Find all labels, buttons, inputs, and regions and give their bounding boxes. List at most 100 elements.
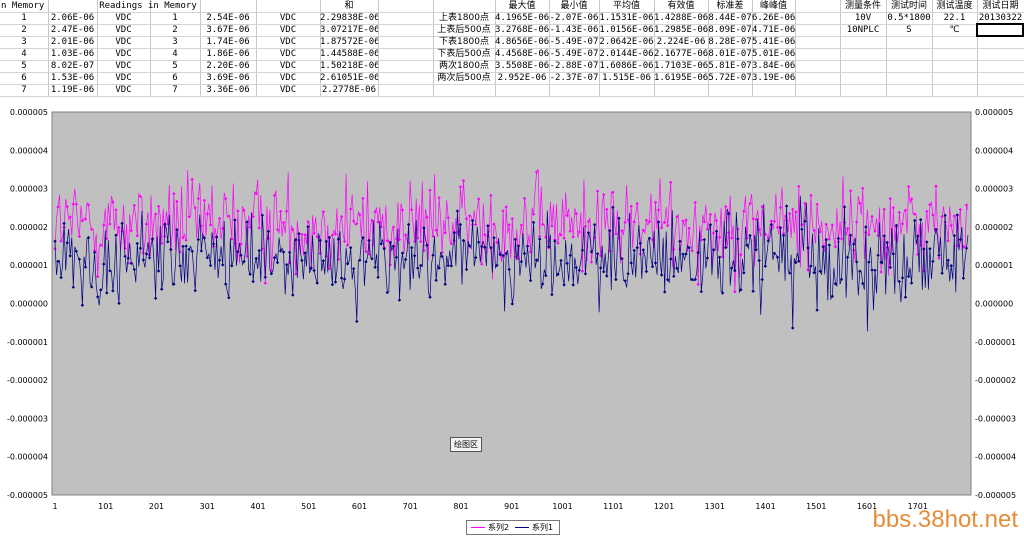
table-cell[interactable]: VDC xyxy=(279,73,297,83)
stat-cell[interactable]: 1.6195E-06 xyxy=(654,73,708,83)
stat-cell[interactable]: 两次后500点 xyxy=(437,73,491,83)
stat-cell[interactable]: 1.0156E-06 xyxy=(599,25,654,35)
stat-header-cell[interactable]: 有效值 xyxy=(667,1,695,11)
stat-cell[interactable]: 1.2985E-06 xyxy=(654,25,708,35)
stat-cell[interactable]: -1.43E-06 xyxy=(549,25,599,35)
table-cell[interactable]: VDC xyxy=(115,61,132,71)
stat-cell[interactable]: 上表后500点 xyxy=(437,25,491,35)
cond-header-cell[interactable]: 测试温度 xyxy=(936,1,973,11)
stat-cell[interactable]: -2.88E-07 xyxy=(549,61,599,71)
stat-cell[interactable]: -2.07E-06 xyxy=(549,13,599,23)
stat-cell[interactable]: 3.19E-06 xyxy=(752,73,795,83)
stat-cell[interactable]: 下表后500点 xyxy=(437,49,491,59)
stat-cell[interactable]: 上表1800点 xyxy=(439,13,489,23)
stat-cell[interactable]: 3.5508E-06 xyxy=(495,61,549,71)
table-cell[interactable]: 3 xyxy=(172,37,178,47)
header-cell[interactable]: n Memory xyxy=(1,1,45,11)
table-cell[interactable]: 4 xyxy=(21,49,27,59)
header-cell[interactable]: Readings in Memory xyxy=(99,1,197,11)
cond-header-cell[interactable]: 测量条件 xyxy=(844,1,881,11)
stat-cell[interactable]: 4.71E-06 xyxy=(752,25,795,35)
table-cell[interactable]: 2.29838E-06 xyxy=(320,13,378,23)
table-cell[interactable]: VDC xyxy=(115,49,132,59)
table-cell[interactable]: 1.03E-06 xyxy=(50,49,95,59)
stat-cell[interactable]: 2.0642E-06 xyxy=(599,37,654,47)
table-cell[interactable]: 4 xyxy=(172,49,178,59)
table-cell[interactable]: VDC xyxy=(279,13,297,23)
table-cell[interactable]: 3.69E-06 xyxy=(206,73,250,83)
table-cell[interactable]: VDC xyxy=(279,25,297,35)
table-cell[interactable]: 1.86E-06 xyxy=(206,49,250,59)
table-cell[interactable]: 1 xyxy=(172,13,178,23)
cond-cell[interactable]: S xyxy=(906,25,912,35)
stat-cell[interactable]: 3.84E-06 xyxy=(752,61,795,71)
table-cell[interactable]: 3 xyxy=(21,37,27,47)
table-cell[interactable]: 1 xyxy=(21,13,27,23)
stat-header-cell[interactable]: 最小值 xyxy=(560,1,588,11)
table-cell[interactable]: 1.87572E-06 xyxy=(320,37,378,47)
stat-cell[interactable]: 2.224E-06 xyxy=(656,37,706,47)
table-cell[interactable]: 1.44588E-06 xyxy=(320,49,378,59)
table-cell[interactable]: 2.2778E-06 xyxy=(321,85,376,95)
stat-header-cell[interactable]: 标准差 xyxy=(716,1,744,11)
table-cell[interactable]: 2.47E-06 xyxy=(50,25,95,35)
table-cell[interactable]: 1.74E-06 xyxy=(206,37,250,47)
table-cell[interactable]: 1.19E-06 xyxy=(50,85,95,95)
table-cell[interactable]: 8.02E-07 xyxy=(50,61,95,71)
table-cell[interactable]: 6 xyxy=(21,73,27,83)
table-cell[interactable]: VDC xyxy=(279,61,297,71)
table-cell[interactable]: 7 xyxy=(21,85,27,95)
cond-cell[interactable]: 10NPLC xyxy=(846,25,880,35)
stat-cell[interactable]: 2.952E-06 xyxy=(497,73,547,83)
stat-cell[interactable]: 8.44E-07 xyxy=(708,13,752,23)
stat-cell[interactable]: 5.41E-06 xyxy=(752,37,795,47)
stat-cell[interactable]: 1.4288E-06 xyxy=(654,13,708,23)
table-cell[interactable]: 2.01E-06 xyxy=(50,37,95,47)
table-cell[interactable]: 5 xyxy=(172,61,178,71)
stat-cell[interactable]: 8.28E-07 xyxy=(708,37,752,47)
stat-cell[interactable]: 8.01E-07 xyxy=(708,49,752,59)
cond-cell[interactable]: 0.5*1800 xyxy=(887,13,931,23)
spreadsheet-grid[interactable]: n Memory Readings in Memory 和 最大值 最小值 平均… xyxy=(0,0,1024,98)
table-cell[interactable]: 3.07217E-06 xyxy=(320,25,378,35)
stat-header-cell[interactable]: 最大值 xyxy=(508,1,536,11)
cond-cell[interactable]: 20130322 xyxy=(978,13,1023,23)
table-cell[interactable]: VDC xyxy=(115,85,132,95)
stat-cell[interactable]: 4.8656E-06 xyxy=(495,37,549,47)
stat-cell[interactable]: 4.4568E-06 xyxy=(495,49,549,59)
stat-cell[interactable]: -2.37E-07 xyxy=(549,73,599,83)
table-cell[interactable]: 3.36E-06 xyxy=(206,85,250,95)
table-cell[interactable]: VDC xyxy=(115,73,132,83)
table-cell[interactable]: 2 xyxy=(21,25,27,35)
cond-cell[interactable]: 22.1 xyxy=(943,13,966,23)
selected-cell[interactable] xyxy=(976,23,1024,37)
stat-cell[interactable]: 两次1800点 xyxy=(439,61,489,71)
series-line[interactable] xyxy=(53,195,969,332)
stat-cell[interactable]: 6.26E-06 xyxy=(752,13,795,23)
table-cell[interactable]: 7 xyxy=(172,85,178,95)
cond-header-cell[interactable]: 测试时间 xyxy=(890,1,927,11)
table-cell[interactable]: 3.67E-06 xyxy=(206,25,250,35)
table-cell[interactable]: VDC xyxy=(115,25,132,35)
table-cell[interactable]: 1.53E-06 xyxy=(50,73,95,83)
cond-header-cell[interactable]: 测试日期 xyxy=(982,1,1019,11)
table-cell[interactable]: VDC xyxy=(115,13,132,23)
cond-cell[interactable]: 10V xyxy=(854,13,872,23)
stat-cell[interactable]: -5.49E-07 xyxy=(549,37,599,47)
chart-area[interactable]: 0.000005 0.000004 0.000003 0.000002 0.000001… xyxy=(0,98,1024,538)
stat-cell[interactable]: 5.72E-07 xyxy=(708,73,752,83)
series-path[interactable] xyxy=(54,168,969,292)
stat-cell[interactable]: 2.1677E-06 xyxy=(654,49,708,59)
table-cell[interactable]: 2.20E-06 xyxy=(206,61,250,71)
stat-cell[interactable]: 8.09E-07 xyxy=(708,25,752,35)
table-cell[interactable]: 2.06E-06 xyxy=(50,13,95,23)
stat-cell[interactable]: 5.01E-06 xyxy=(752,49,795,59)
stat-cell[interactable]: -5.49E-07 xyxy=(549,49,599,59)
stat-cell[interactable]: 1.515E-06 xyxy=(602,73,651,83)
stat-cell[interactable]: 1.7103E-06 xyxy=(654,61,708,71)
header-cell[interactable]: 和 xyxy=(344,1,354,11)
table-cell[interactable]: 2.61051E-06 xyxy=(320,73,378,83)
table-cell[interactable]: 2.54E-06 xyxy=(206,13,250,23)
stat-header-cell[interactable]: 平均值 xyxy=(612,1,640,11)
stat-cell[interactable]: 下表1800点 xyxy=(439,37,489,47)
